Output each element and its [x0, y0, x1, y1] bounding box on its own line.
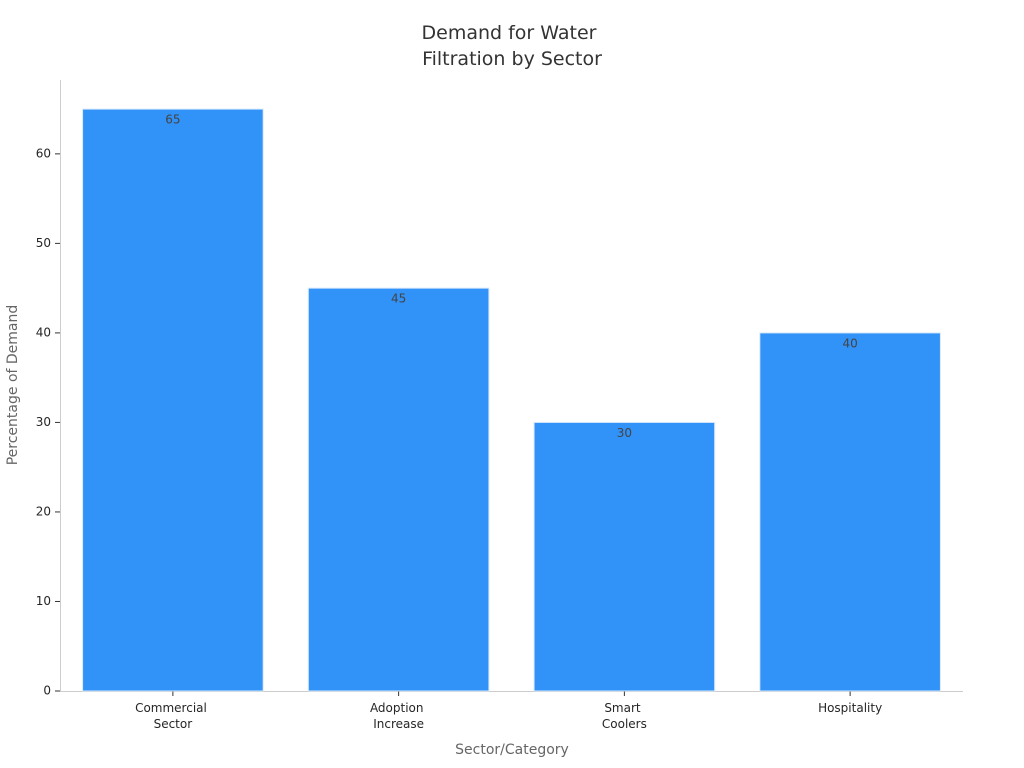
value-label: 30 — [617, 426, 632, 440]
value-label: 45 — [391, 292, 406, 306]
x-tick-label: Commercial Sector — [135, 701, 211, 731]
x-axis-title: Sector/Category — [455, 742, 569, 758]
bar — [307, 287, 490, 692]
y-tick-label: 60 — [36, 146, 51, 160]
y-tick-label: 40 — [36, 325, 51, 339]
y-tick-label: 50 — [36, 236, 51, 250]
bar — [82, 108, 264, 692]
x-tick-label: Smart Coolers — [602, 701, 647, 731]
x-tick-label: Hospitality — [818, 701, 882, 715]
bar — [759, 332, 941, 692]
value-label: 65 — [165, 113, 180, 127]
bar — [533, 421, 716, 692]
y-tick-label: 20 — [36, 504, 51, 518]
y-tick-label: 0 — [43, 684, 51, 698]
y-axis-title: Percentage of Demand — [5, 305, 21, 466]
y-tick-label: 10 — [36, 594, 51, 608]
y-tick-label: 30 — [36, 415, 51, 429]
x-tick-label: Adoption Increase — [370, 701, 427, 731]
value-label: 40 — [842, 336, 857, 350]
chart-title: Demand for Water Filtration by Sector — [422, 22, 603, 70]
